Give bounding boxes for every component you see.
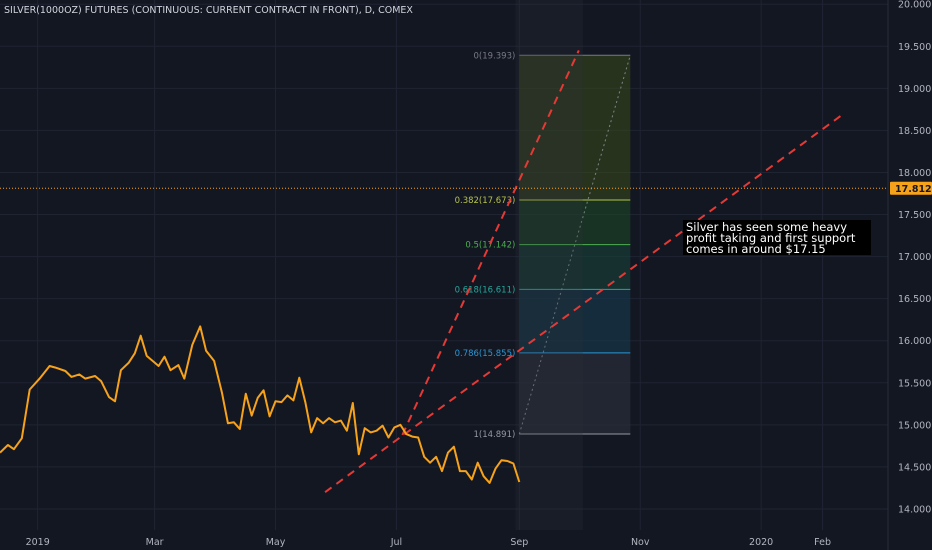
x-tick-label: Nov — [631, 537, 650, 548]
x-tick-label: Sep — [510, 537, 528, 548]
y-tick-label: 14.000 — [898, 504, 931, 515]
y-tick-label: 19.500 — [898, 42, 931, 53]
annotation-text-line: Silver has seen some heavy — [686, 220, 847, 234]
time-axis[interactable]: 2019 Mar May Jul Sep Nov 2020 Feb — [26, 537, 831, 548]
y-tick-label: 20.000 — [898, 0, 931, 11]
fib-level-label: 0.618(16.611) — [455, 285, 516, 295]
annotation-text-line: profit taking and first support — [686, 231, 856, 245]
annotation-text-line: comes in around $17.15 — [686, 242, 826, 256]
price-series — [0, 325, 521, 484]
fib-level-label: 0.786(15.855) — [455, 349, 516, 359]
fib-level-label: 0.5(17.142) — [465, 241, 515, 251]
y-tick-label: 16.500 — [898, 294, 931, 305]
fib-band — [519, 199, 631, 245]
y-tick-label: 17.000 — [898, 252, 931, 263]
trendlines[interactable] — [324, 50, 842, 493]
x-tick-label: Mar — [146, 537, 164, 548]
support-trendline-steep[interactable] — [401, 50, 580, 436]
current-price-label: 17.812 — [895, 184, 932, 195]
y-tick-label: 15.500 — [898, 378, 931, 389]
x-tick-label: Jul — [390, 537, 402, 548]
current-price-line: 17.812 — [0, 181, 932, 195]
y-tick-label: 16.000 — [898, 336, 931, 347]
fib-level-label: 0.382(17.673) — [455, 196, 516, 206]
current-price-badge — [890, 181, 932, 195]
fib-level-label: 1(14.891) — [474, 430, 516, 440]
fib-trend-diagonal — [518, 55, 631, 435]
chart-title: SILVER(1000OZ) FUTURES (CONTINUOUS: CURR… — [4, 5, 413, 16]
price-line — [0, 325, 521, 484]
y-tick-label: 15.000 — [898, 420, 931, 431]
fib-band — [519, 289, 631, 353]
y-tick-label: 18.500 — [898, 126, 931, 137]
x-tick-label: 2020 — [749, 537, 773, 548]
x-tick-label: May — [266, 537, 286, 548]
y-tick-label: 18.000 — [898, 168, 931, 179]
x-tick-label: 2019 — [26, 537, 50, 548]
y-tick-label: 19.000 — [898, 84, 931, 95]
fib-level-label: 0(19.393) — [474, 51, 516, 61]
fib-band — [519, 352, 631, 435]
y-tick-label: 14.500 — [898, 462, 931, 473]
price-axis[interactable]: 14.000 14.500 15.000 15.500 16.000 16.500 17.0… — [887, 0, 931, 550]
fib-band — [519, 55, 631, 200]
y-tick-label: 17.500 — [898, 210, 931, 221]
x-tick-label: Feb — [814, 537, 831, 548]
annotation-background — [683, 220, 871, 255]
selection-highlight — [515, 0, 583, 530]
fib-retracement[interactable]: 0(19.393) 0.382(17.673) 0.5(17.142) 0.618(1… — [455, 0, 631, 530]
